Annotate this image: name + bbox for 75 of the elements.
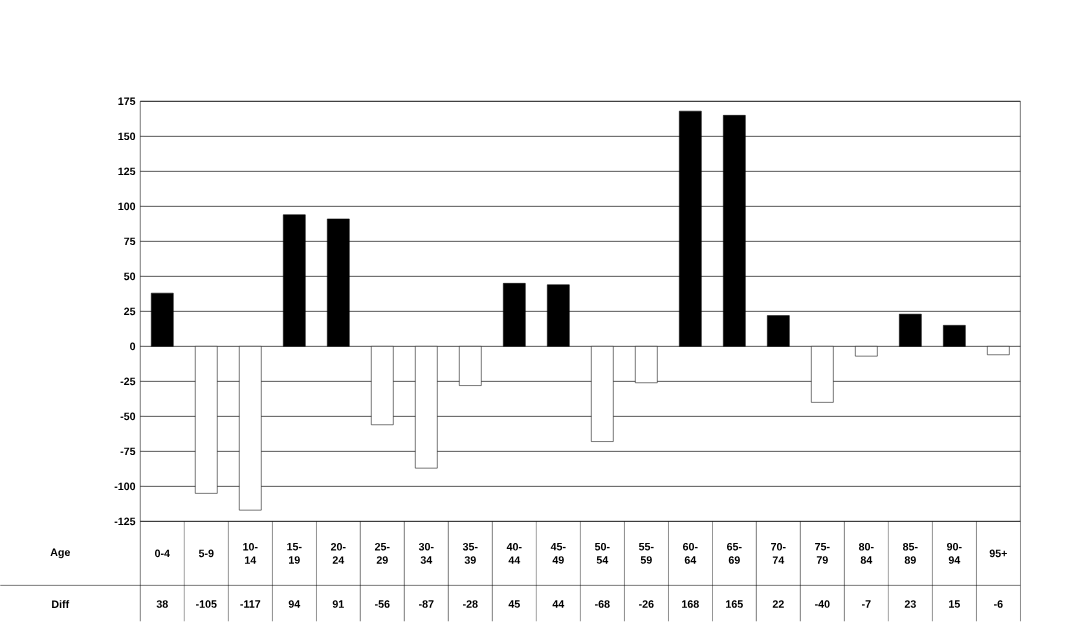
x-axis-title: Age: [50, 548, 70, 559]
y-tick-label: 0: [130, 342, 136, 351]
y-tick-label: -100: [114, 482, 136, 491]
data-label: -26: [639, 600, 654, 608]
bar: [855, 346, 878, 357]
y-tick-label: -25: [120, 377, 136, 386]
y-tick-label: -125: [114, 517, 136, 526]
bar: [503, 283, 526, 347]
x-tick-label: 15-19: [287, 543, 302, 564]
data-label: 15: [949, 600, 960, 608]
bar: [591, 346, 614, 442]
bar: [371, 346, 394, 426]
x-tick-label: 0-4: [154, 549, 170, 558]
bar: [283, 214, 306, 347]
bar: [547, 284, 570, 347]
data-label: 23: [904, 600, 916, 608]
bar: [459, 346, 482, 386]
x-tick-label: 70-74: [771, 543, 786, 564]
data-label: 91: [332, 600, 344, 608]
bar: [811, 346, 834, 403]
data-label: -6: [994, 600, 1003, 608]
data-label: -68: [595, 600, 610, 608]
x-tick-label: 40-44: [506, 543, 522, 564]
y-tick-label: 100: [118, 202, 136, 211]
data-label: -28: [463, 600, 478, 608]
bar: [415, 346, 438, 469]
x-tick-label: 25-29: [374, 543, 390, 564]
bar: [987, 346, 1010, 356]
x-tick-label: 45-49: [550, 543, 566, 564]
bar: [679, 111, 702, 347]
data-label: -56: [375, 600, 390, 608]
data-label: 44: [552, 600, 565, 608]
x-tick-label: 50-54: [594, 543, 610, 564]
bar: [327, 218, 350, 347]
y-tick-label: 125: [118, 167, 136, 176]
x-tick-label: 35-39: [462, 543, 478, 564]
bar: [943, 325, 966, 347]
y-tick-label: 75: [124, 237, 136, 246]
y-tick-label: -75: [120, 447, 136, 456]
bar: [151, 293, 174, 347]
x-tick-label: 30-34: [418, 543, 434, 564]
data-label: -117: [240, 600, 261, 608]
data-label: 38: [156, 600, 168, 608]
x-tick-label: 95+: [989, 549, 1007, 558]
y-tick-label: 150: [118, 132, 136, 141]
x-tick-label: 90-94: [947, 543, 962, 564]
bar: [239, 346, 262, 511]
bar: [195, 346, 218, 494]
data-label: 22: [772, 600, 784, 608]
x-tick-label: 85-89: [902, 543, 918, 564]
y-tick-label: -50: [120, 412, 136, 421]
bar: [723, 115, 746, 347]
bar: [767, 315, 790, 347]
y-tick-label: 25: [124, 307, 136, 316]
data-label: 168: [682, 600, 699, 608]
x-tick-label: 65-69: [727, 543, 742, 564]
data-label: 165: [726, 600, 743, 608]
x-tick-label: 5-9: [198, 549, 214, 558]
x-tick-label: 80-84: [858, 543, 874, 564]
bar: [635, 346, 658, 384]
bar: [899, 314, 922, 347]
data-label: -7: [862, 600, 871, 608]
data-label: 94: [288, 600, 301, 608]
data-label: -40: [815, 600, 830, 608]
x-tick-label: 20-24: [330, 543, 346, 564]
x-tick-label: 60-64: [683, 543, 698, 564]
data-label: -87: [419, 600, 434, 608]
x-tick-label: 10-14: [243, 543, 258, 564]
x-tick-label: 55-59: [638, 543, 654, 564]
text: Diff: [52, 600, 70, 609]
y-tick-label: 50: [124, 272, 136, 281]
y-tick-label: 175: [118, 97, 136, 106]
data-label: 45: [508, 600, 520, 608]
data-label: -105: [196, 600, 217, 608]
x-tick-label: 75-79: [815, 543, 830, 564]
